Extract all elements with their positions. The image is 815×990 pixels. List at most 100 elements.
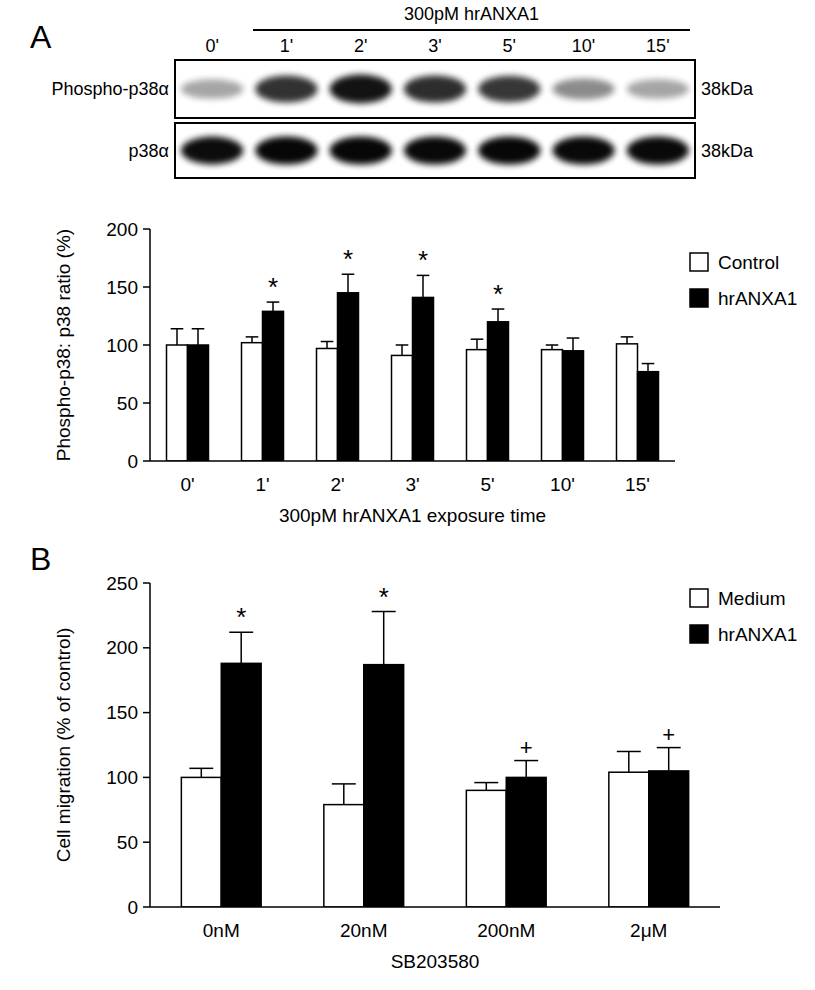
error-bar xyxy=(246,337,259,343)
error-stem xyxy=(572,338,574,351)
error-bar xyxy=(514,761,538,778)
bar xyxy=(609,772,649,907)
error-stem xyxy=(240,632,242,663)
bar xyxy=(506,777,546,907)
bar xyxy=(181,777,221,907)
lane-label: 5' xyxy=(503,36,516,56)
error-bar xyxy=(471,339,484,349)
bar xyxy=(466,790,506,907)
band xyxy=(552,137,614,165)
x-tick-label: 1' xyxy=(255,474,269,495)
bar-chart: ****0501001502000'1'2'3'5'10'15'300pM hr… xyxy=(53,219,797,526)
bar xyxy=(649,771,689,907)
x-tick-label: 3' xyxy=(405,474,419,495)
y-tick-label: 100 xyxy=(106,335,138,356)
bar xyxy=(542,350,563,461)
y-tick xyxy=(143,712,150,714)
error-stem xyxy=(251,337,253,343)
bands xyxy=(181,136,689,164)
error-stem xyxy=(201,768,203,777)
legend-label: hrANXA1 xyxy=(718,288,797,309)
x-tick-label: 15' xyxy=(625,474,650,495)
figure: A 300pM hrANXA1 0' 1' 2' 3' 5' 10' 15' Phospho-p3… xyxy=(0,0,815,990)
error-bar xyxy=(417,275,430,297)
error-cap xyxy=(642,363,655,365)
band xyxy=(255,76,317,103)
significance: + xyxy=(520,735,533,760)
y-axis-label: Cell migration (% of control) xyxy=(53,628,74,862)
error-cap xyxy=(321,341,334,343)
x-tick-label: 10' xyxy=(550,474,575,495)
bar-chart: B**++0501001502002500nM20nM200nM2μMSB203… xyxy=(30,541,797,972)
significance: * xyxy=(418,245,428,275)
y-tick xyxy=(143,402,150,404)
legend-label: Medium xyxy=(718,588,786,609)
band xyxy=(627,79,689,99)
row-label: p38α xyxy=(129,141,169,161)
error-bar xyxy=(492,309,505,322)
bar xyxy=(338,293,359,461)
error-cap xyxy=(621,336,634,338)
error-stem xyxy=(647,364,649,372)
bar xyxy=(413,297,434,461)
error-bar xyxy=(229,632,253,663)
x-axis-label: 300pM hrANXA1 exposure time xyxy=(279,505,546,526)
y-tick-label: 250 xyxy=(106,573,138,594)
error-cap xyxy=(514,760,538,762)
error-cap xyxy=(189,768,213,770)
error-cap xyxy=(567,337,580,339)
band xyxy=(330,75,392,104)
band xyxy=(330,136,392,164)
error-stem xyxy=(383,612,385,665)
x-tick-label: 20nM xyxy=(340,920,388,941)
header: 300pM hrANXA1 xyxy=(404,4,539,24)
lane-label: 0' xyxy=(205,36,218,56)
y-tick-label: 200 xyxy=(106,637,138,658)
y-tick-label: 150 xyxy=(106,702,138,723)
panel-letter: A xyxy=(30,19,52,55)
bar xyxy=(263,311,284,461)
significance: * xyxy=(379,582,389,612)
error-stem xyxy=(422,275,424,297)
error-stem xyxy=(626,337,628,344)
x-axis xyxy=(150,460,675,462)
error-stem xyxy=(628,751,630,772)
lane-label: 15' xyxy=(646,36,669,56)
error-bar xyxy=(189,768,213,777)
bar xyxy=(242,343,263,461)
error-stem xyxy=(486,783,488,791)
band xyxy=(255,136,317,164)
error-bar xyxy=(321,342,334,349)
error-bar xyxy=(474,783,498,791)
error-bar xyxy=(621,337,634,344)
y-tick-label: 100 xyxy=(106,767,138,788)
x-axis-label: SB203580 xyxy=(391,951,480,972)
bar xyxy=(488,322,509,461)
error-bar xyxy=(267,302,280,311)
error-bar xyxy=(642,364,655,372)
bar xyxy=(563,351,584,461)
bar xyxy=(324,805,364,907)
error-stem xyxy=(197,329,199,345)
error-stem xyxy=(525,761,527,778)
y-axis-label: Phospho-p38: p38 ratio (%) xyxy=(53,229,74,461)
y-axis xyxy=(149,583,151,907)
plot-area xyxy=(167,274,659,461)
y-tick xyxy=(143,460,150,462)
size-label: 38kDa xyxy=(701,79,754,99)
error-bar xyxy=(332,784,356,805)
error-stem xyxy=(176,329,178,345)
y-tick xyxy=(143,344,150,346)
error-bar xyxy=(567,338,580,351)
band xyxy=(478,76,540,103)
band xyxy=(181,79,243,99)
error-stem xyxy=(347,274,349,293)
error-bar xyxy=(342,274,355,293)
y-tick-label: 150 xyxy=(106,277,138,298)
error-cap xyxy=(617,751,641,753)
legend: MediumhrANXA1 xyxy=(690,588,797,645)
x-tick-label: 5' xyxy=(480,474,494,495)
lane-label: 2' xyxy=(354,36,367,56)
band xyxy=(181,137,243,165)
bar xyxy=(467,350,488,461)
